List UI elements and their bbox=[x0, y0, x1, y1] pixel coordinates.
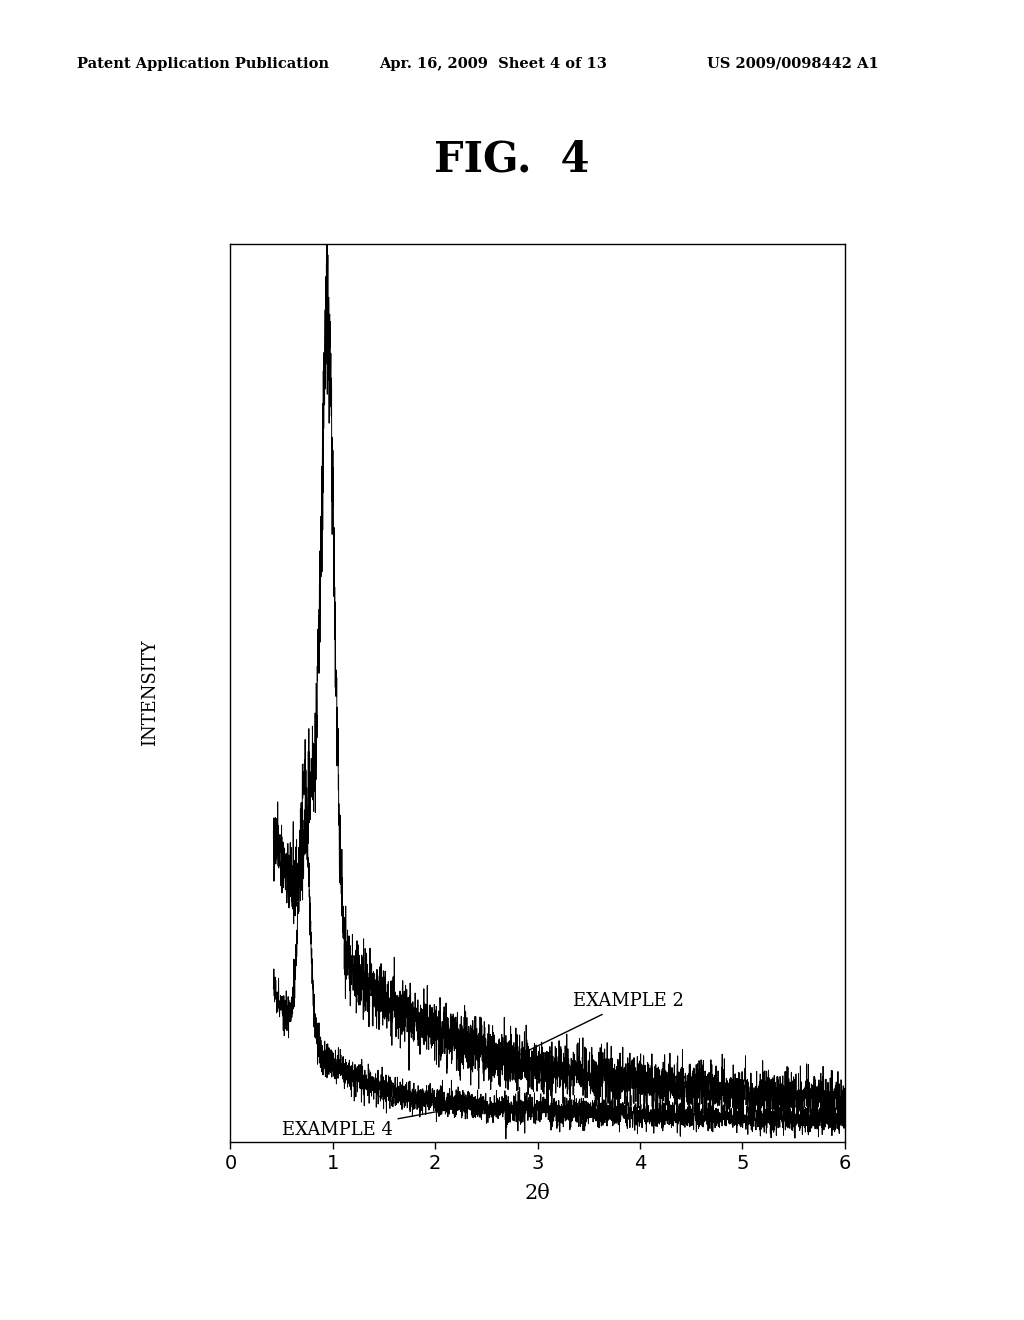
X-axis label: 2θ: 2θ bbox=[524, 1184, 551, 1203]
Text: EXAMPLE 2: EXAMPLE 2 bbox=[514, 993, 684, 1057]
Text: EXAMPLE 4: EXAMPLE 4 bbox=[282, 1106, 468, 1139]
Text: INTENSITY: INTENSITY bbox=[141, 640, 160, 746]
Text: Apr. 16, 2009  Sheet 4 of 13: Apr. 16, 2009 Sheet 4 of 13 bbox=[379, 57, 607, 71]
Text: US 2009/0098442 A1: US 2009/0098442 A1 bbox=[707, 57, 879, 71]
Text: Patent Application Publication: Patent Application Publication bbox=[77, 57, 329, 71]
Text: FIG.  4: FIG. 4 bbox=[434, 139, 590, 181]
